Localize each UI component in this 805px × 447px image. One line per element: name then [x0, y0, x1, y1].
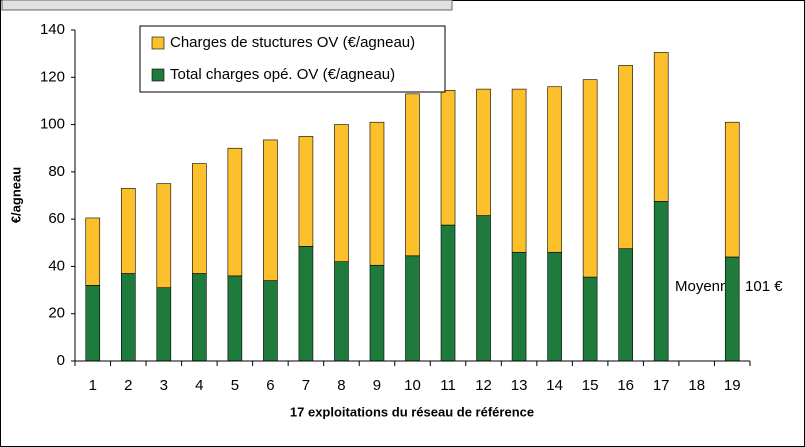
bar-segment: [369, 264, 385, 362]
legend-label: Charges de stuctures OV (€/agneau): [170, 34, 415, 51]
bar-segment: [227, 147, 243, 277]
y-tick-label: 0: [57, 352, 65, 369]
x-tick-label: 2: [124, 377, 132, 394]
bar-segment: [724, 121, 740, 258]
y-tick-label: 40: [48, 257, 65, 274]
bar-segment: [582, 79, 598, 278]
bar-segment: [192, 163, 207, 274]
bar-segment: [440, 224, 456, 362]
x-tick-label: 3: [160, 377, 168, 394]
bar-segment: [263, 280, 278, 362]
x-axis-title: 17 exploitations du réseau de référence: [290, 404, 534, 419]
bar-segment: [192, 273, 207, 362]
bar-segment: [618, 248, 633, 362]
bar-segment: [298, 136, 314, 247]
x-tick-label: 7: [302, 377, 310, 394]
bar-segment: [511, 251, 527, 362]
legend-swatch: [151, 36, 165, 50]
x-tick-label: 11: [440, 377, 456, 394]
x-tick-label: 6: [266, 377, 274, 394]
bar-segment: [582, 276, 598, 362]
legend-box: [139, 25, 446, 93]
x-tick-label: 10: [404, 377, 421, 394]
y-tick-label: 20: [48, 305, 65, 322]
bar-segment: [511, 88, 527, 253]
legend-swatch: [151, 68, 165, 82]
bar-segment: [405, 255, 420, 362]
bar-segment: [227, 275, 243, 362]
legend-label: Total charges opé. OV (€/agneau): [170, 66, 395, 83]
bar-segment: [476, 215, 491, 362]
bar-segment: [298, 246, 314, 362]
bar-segment: [120, 273, 136, 362]
bar-segment: [156, 183, 172, 289]
x-tick-label: 4: [195, 377, 203, 394]
bar-segment: [334, 261, 349, 362]
y-tick-label: 140: [40, 21, 65, 38]
x-tick-label: 8: [337, 377, 345, 394]
x-tick-label: 16: [617, 377, 634, 394]
bar-segment: [724, 256, 740, 362]
y-tick-label: 60: [48, 210, 65, 227]
toolbar-remnant: [1, 0, 453, 11]
y-axis-title: €/agneau: [8, 167, 23, 223]
bar-segment: [547, 86, 562, 253]
bar-segment: [85, 285, 101, 362]
x-tick-label: 17: [653, 377, 670, 394]
x-tick-label: 1: [89, 377, 97, 394]
x-tick-label: 5: [231, 377, 239, 394]
bar-segment: [156, 287, 172, 362]
y-tick-label: 100: [40, 116, 65, 133]
x-tick-label: 13: [511, 377, 528, 394]
bar-segment: [263, 139, 278, 281]
x-tick-label: 12: [475, 377, 492, 394]
bar-segment: [653, 52, 669, 202]
bar-segment: [476, 88, 491, 216]
x-tick-label: 18: [688, 377, 705, 394]
bar-segment: [85, 217, 101, 286]
y-tick-label: 80: [48, 163, 65, 180]
y-tick-label: 120: [40, 68, 65, 85]
bar-segment: [334, 124, 349, 262]
x-tick-label: 19: [724, 377, 741, 394]
x-tick-label: 9: [373, 377, 381, 394]
bar-segment: [369, 121, 385, 266]
bar-segment: [120, 188, 136, 274]
x-tick-label: 15: [582, 377, 599, 394]
bar-segment: [618, 65, 633, 249]
x-tick-label: 14: [546, 377, 563, 394]
bar-segment: [440, 89, 456, 226]
bar-segment: [653, 201, 669, 362]
bar-segment: [547, 251, 562, 362]
bar-segment: [405, 93, 420, 257]
